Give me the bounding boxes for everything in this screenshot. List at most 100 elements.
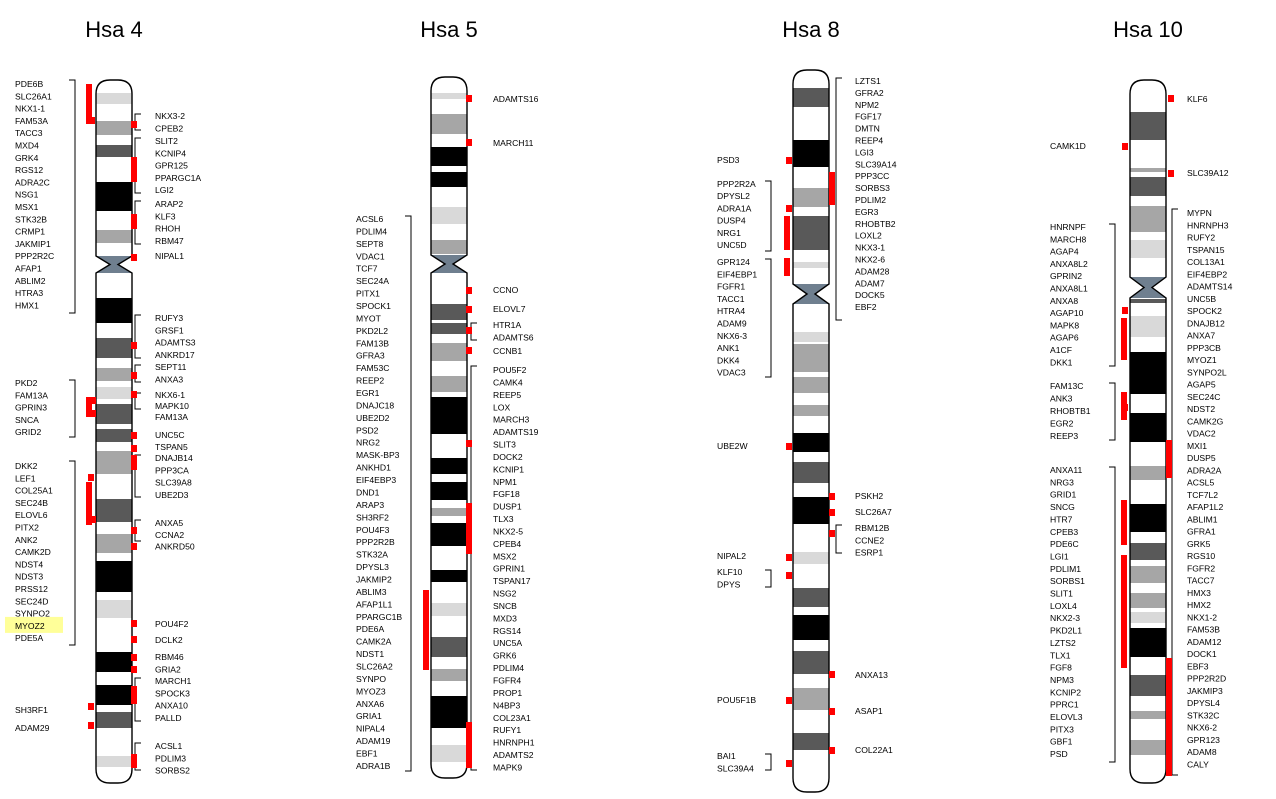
- right-gene-group: DNAJB14 PPP3CA SLC39A8 UBE2D3: [134, 453, 193, 500]
- chromosome-body: [793, 70, 829, 792]
- gene-label: MYOT: [356, 313, 382, 323]
- right-gene-group: MYPN HNRNPH3 RUFY2 TSPAN15 COL13A1 EIF4EBP2 AD…: [1171, 208, 1233, 776]
- gene-label: NDST2: [1187, 404, 1215, 414]
- gene-label: VDAC3: [717, 368, 746, 378]
- gene-label: PSD: [1050, 749, 1068, 759]
- gene-label: TSPAN5: [155, 442, 188, 452]
- gene-label: PALLD: [155, 713, 182, 723]
- gene-label: ANXA7: [1187, 331, 1215, 341]
- left-locus-bar: [1121, 555, 1127, 668]
- gene-label: SNCB: [493, 601, 517, 611]
- right-gene-group: RBM46 GRIA2: [155, 652, 184, 674]
- chromosome-band: [96, 298, 132, 323]
- chromosome-band: [1130, 206, 1166, 232]
- gene-label: SLC26A7: [855, 507, 892, 517]
- gene-label: JAKMIP3: [1187, 686, 1223, 696]
- gene-label: DNAJB12: [1187, 318, 1225, 328]
- gene-label: PDE5A: [15, 633, 43, 643]
- locus-marker: [131, 697, 137, 704]
- right-gene-group: ACSL1 PDLIM3 SORBS2: [134, 741, 190, 776]
- gene-label: MYPN: [1187, 208, 1212, 218]
- gene-label: RHOH: [155, 224, 180, 234]
- left-gene-group: POU5F1B: [717, 695, 756, 705]
- gene-label: MXD3: [493, 613, 517, 623]
- gene-label: HMX3: [1187, 588, 1211, 598]
- gene-label: ANXA8L1: [1050, 284, 1088, 294]
- left-locus-bar: [423, 590, 429, 670]
- left-locus-bar: [1121, 500, 1127, 545]
- locus-marker: [131, 636, 137, 643]
- locus-marker: [466, 95, 472, 102]
- right-bracket: [835, 524, 842, 554]
- chromosome-band: [793, 332, 829, 342]
- gene-label: PITX2: [15, 523, 39, 533]
- right-gene-group: DCLK2: [155, 635, 183, 645]
- chromosome-band: [1130, 413, 1166, 442]
- right-bracket: [134, 392, 141, 410]
- chromosome-band: [431, 93, 467, 99]
- gene-label: NKX1-2: [1187, 612, 1217, 622]
- right-gene-group: SLIT2 KCNIP4 GPR125 PPARGC1A LGI2: [134, 136, 201, 195]
- gene-label: RHOBTB2: [855, 219, 896, 229]
- gene-label: UNC5C: [155, 430, 185, 440]
- left-gene-group: ANXA11 NRG3 GRID1 SNCG HTR7 CPEB3 PDE6C LGI1 PDL…: [1050, 465, 1116, 763]
- gene-label: SNCG: [1050, 502, 1075, 512]
- chromosome-band: [1130, 612, 1166, 623]
- right-locus-bar: [131, 157, 137, 182]
- gene-label: AGAP5: [1187, 380, 1216, 390]
- gene-label: PDLIM4: [356, 226, 387, 236]
- locus-marker: [466, 327, 472, 334]
- locus-marker: [89, 117, 95, 124]
- gene-label: CAMK4: [493, 377, 523, 387]
- title-hsa10: Hsa 10: [1113, 17, 1183, 42]
- gene-label: GRK5: [1187, 539, 1211, 549]
- gene-label: RUFY2: [1187, 233, 1215, 243]
- chromosome-band: [793, 615, 829, 640]
- gene-label: CALY: [1187, 759, 1209, 769]
- right-gene-group: SEPT11 ANXA3: [134, 362, 187, 384]
- gene-label: TSPAN15: [1187, 245, 1225, 255]
- chromosome-band: [1130, 177, 1166, 196]
- gene-label: LOX: [493, 402, 510, 412]
- gene-label: PDE6C: [1050, 539, 1079, 549]
- gene-label: HTR1A: [493, 320, 521, 330]
- gene-label: ADAMTS2: [493, 750, 534, 760]
- chromosome-band: [96, 756, 132, 767]
- gene-label: FAM13C: [1050, 381, 1083, 391]
- gene-label: DNAJC18: [356, 400, 394, 410]
- chromosome-band: [1130, 543, 1166, 560]
- locus-marker: [786, 443, 792, 450]
- gene-label: PPP2R2D: [1187, 674, 1226, 684]
- gene-label: GPRIN1: [493, 564, 525, 574]
- gene-label: NIPAL2: [717, 551, 746, 561]
- gene-label: SLC39A12: [1187, 168, 1229, 178]
- gene-label: MYOZ2: [15, 621, 45, 631]
- left-bracket: [1109, 382, 1116, 441]
- gene-label: PDLIM2: [855, 195, 886, 205]
- gene-label: EGR2: [1050, 419, 1074, 429]
- gene-label: CCNA2: [155, 530, 184, 540]
- title-hsa5: Hsa 5: [420, 17, 477, 42]
- locus-marker: [88, 722, 94, 729]
- gene-label: A1CF: [1050, 345, 1072, 355]
- right-gene-group: ELOVL7: [493, 304, 526, 314]
- gene-label: SEC24C: [1187, 392, 1220, 402]
- gene-label: SYNPO2: [15, 609, 50, 619]
- gene-label: FGF17: [855, 112, 882, 122]
- chromosome-band: [431, 523, 467, 546]
- gene-label: ESRP1: [855, 548, 883, 558]
- chromosome-band: [431, 458, 467, 474]
- locus-marker: [829, 671, 835, 678]
- right-gene-group: MARCH1 SPOCK3 ANXA10 PALLD: [134, 676, 192, 723]
- gene-label: CRMP1: [15, 227, 45, 237]
- right-gene-group: MARCH11: [493, 138, 534, 148]
- locus-marker: [131, 759, 137, 766]
- gene-label: AGAP6: [1050, 333, 1079, 343]
- gene-label: SEPT11: [155, 362, 187, 372]
- gene-label: ANXA6: [356, 699, 384, 709]
- right-locus-bar: [131, 686, 137, 702]
- left-locus-bar: [86, 482, 92, 525]
- gene-label: TACC3: [15, 128, 43, 138]
- locus-marker: [1168, 170, 1174, 177]
- locus-marker: [131, 543, 137, 550]
